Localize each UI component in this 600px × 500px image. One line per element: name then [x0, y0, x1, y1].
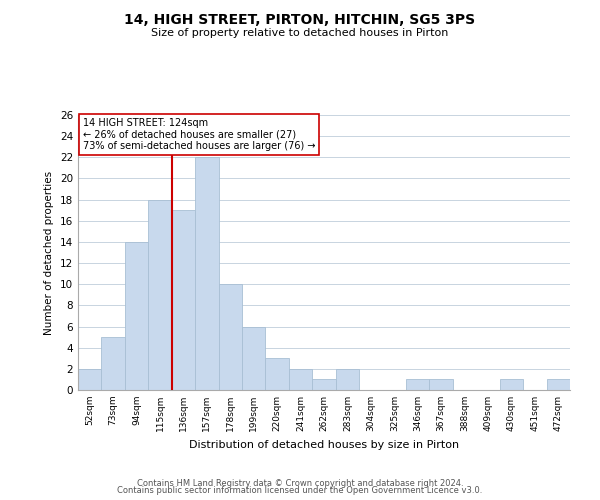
Text: 14 HIGH STREET: 124sqm
← 26% of detached houses are smaller (27)
73% of semi-det: 14 HIGH STREET: 124sqm ← 26% of detached…	[83, 118, 315, 152]
Bar	[242, 326, 265, 390]
Text: Contains public sector information licensed under the Open Government Licence v3: Contains public sector information licen…	[118, 486, 482, 495]
Bar	[406, 380, 430, 390]
Bar	[430, 380, 453, 390]
Bar	[312, 380, 336, 390]
Bar	[265, 358, 289, 390]
Bar	[289, 369, 312, 390]
Bar	[148, 200, 172, 390]
Y-axis label: Number of detached properties: Number of detached properties	[44, 170, 55, 334]
Bar	[336, 369, 359, 390]
Bar	[218, 284, 242, 390]
Text: Size of property relative to detached houses in Pirton: Size of property relative to detached ho…	[151, 28, 449, 38]
Bar	[172, 210, 195, 390]
Bar	[547, 380, 570, 390]
Bar	[78, 369, 101, 390]
Bar	[101, 337, 125, 390]
Text: 14, HIGH STREET, PIRTON, HITCHIN, SG5 3PS: 14, HIGH STREET, PIRTON, HITCHIN, SG5 3P…	[124, 12, 476, 26]
Bar	[500, 380, 523, 390]
Text: Contains HM Land Registry data © Crown copyright and database right 2024.: Contains HM Land Registry data © Crown c…	[137, 478, 463, 488]
X-axis label: Distribution of detached houses by size in Pirton: Distribution of detached houses by size …	[189, 440, 459, 450]
Bar	[125, 242, 148, 390]
Bar	[195, 158, 218, 390]
